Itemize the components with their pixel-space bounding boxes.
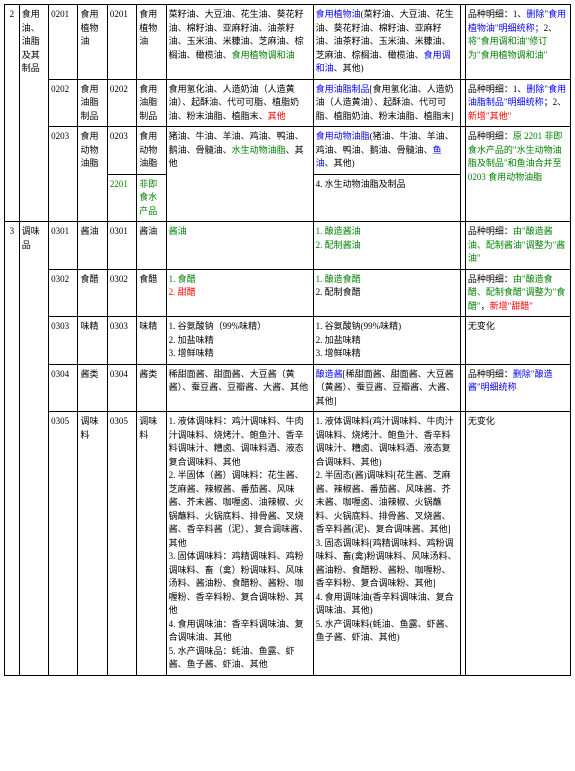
code2: 0305 [107,412,136,676]
code2: 0202 [107,79,136,127]
cell-desc: 食用油脂制品[食用氢化油、人造奶油（人造黄油）、起酥油、代可可脂、植脂奶油、粉末… [313,79,460,127]
table-row: 0304 酱类 0304 酱类 稀甜面酱、甜面酱、大豆酱（黄酱）、蚕豆酱、豆瓣酱… [5,364,571,412]
cell-desc: 酿造酱[稀甜面酱、甜面酱、大豆酱（黄酱）、蚕豆酱、豆瓣酱、大酱、其他] [313,364,460,412]
code2: 0302 [107,269,136,317]
code1: 0304 [49,364,78,412]
cell-desc: 1. 液体调味料：鸡汁调味料、牛肉汁调味料、烧烤汁、鲍鱼汁、香辛料调味汁、糟卤、… [166,412,313,676]
cell-desc: 4. 水生动物油脂及制品 [313,174,460,222]
name2: 调味料 [137,412,166,676]
cat-label: 调味品 [19,222,48,676]
cell-note: 品种明细：删除"酿造酱"明细统称 [465,364,570,412]
cell-desc: 1. 食醋2. 甜醋 [166,269,313,317]
code1: 0201 [49,5,78,80]
code2: 0201 [107,5,136,80]
cell-desc: 菜籽油、大豆油、花生油、葵花籽油、棉籽油、亚麻籽油、油茶籽油、玉米油、米糠油、芝… [166,5,313,80]
code1: 0302 [49,269,78,317]
name1: 食醋 [78,269,107,317]
cell-desc: 1. 酿造酱油2. 配制酱油 [313,222,460,270]
cell-desc: 1. 谷氨酸钠（99%味精） 2. 加盐味精 3. 增鲜味精 [166,317,313,365]
table-row: 3 调味品 0301 酱油 0301 酱油 酱油 1. 酿造酱油2. 配制酱油 … [5,222,571,270]
cell-desc: 酱油 [166,222,313,270]
cell-desc: 稀甜面酱、甜面酱、大豆酱（黄酱）、蚕豆酱、豆瓣酱、大酱、其他 [166,364,313,412]
cell-desc: 猪油、牛油、羊油、鸡油、鸭油、鹅油、骨髓油、水生动物油脂、其他 [166,127,313,222]
code1: 0301 [49,222,78,270]
table-row: 0305 调味料 0305 调味料 1. 液体调味料：鸡汁调味料、牛肉汁调味料、… [5,412,571,676]
cat-num: 2 [5,5,20,222]
name2: 食用植物油 [137,5,166,80]
cell-note: 无变化 [465,412,570,676]
name1: 味精 [78,317,107,365]
code2: 0301 [107,222,136,270]
name1: 酱类 [78,364,107,412]
name1: 食用油脂制品 [78,79,107,127]
name2: 酱油 [137,222,166,270]
table-row: 2 食用油、油脂及其制品 0201 食用植物油 0201 食用植物油 菜籽油、大… [5,5,571,80]
code1: 0305 [49,412,78,676]
code2: 2201 [107,174,136,222]
table-row: 0203 食用动物油脂 0203 食用动物油脂 猪油、牛油、羊油、鸡油、鸭油、鹅… [5,127,571,175]
name2: 食用油脂制品 [137,79,166,127]
cell-desc: 食用氢化油、人造奶油（人造黄油）、起酥油、代可可脂、植脂奶油、粉末油脂、植脂末、… [166,79,313,127]
name2: 非即食水产品 [137,174,166,222]
name1: 调味料 [78,412,107,676]
cell-note: 品种明细：由"酿造食醋、配制食醋"调整为"食醋"，新增"甜醋" [465,269,570,317]
cell-note: 无变化 [465,317,570,365]
name1: 食用植物油 [78,5,107,80]
name1: 酱油 [78,222,107,270]
name2: 食用动物油脂 [137,127,166,175]
cell-note: 品种明细：1、删除"食用油脂制品"明细统称；2、新增"其他" [465,79,570,127]
cell-desc: 食用动物油脂(猪油、牛油、羊油、鸡油、鸭油、鹅油、骨髓油、鱼油、其他) [313,127,460,175]
name1: 食用动物油脂 [78,127,107,222]
cat-label: 食用油、油脂及其制品 [19,5,48,222]
code2: 0303 [107,317,136,365]
name2: 食醋 [137,269,166,317]
code1: 0202 [49,79,78,127]
cell-desc: 1. 酿造食醋2. 配制食醋 [313,269,460,317]
table-row: 0202 食用油脂制品 0202 食用油脂制品 食用氢化油、人造奶油（人造黄油）… [5,79,571,127]
cat-num: 3 [5,222,20,676]
code2: 0304 [107,364,136,412]
cell-note: 品种明细：1、删除"食用植物油"明细统称；2、将"食用调和油"修订为"食用植物调… [465,5,570,80]
cell-desc: 1. 谷氨酸钠(99%味精) 2. 加盐味精 3. 增鲜味精 [313,317,460,365]
cell-desc: 食用植物油(菜籽油、大豆油、花生油、葵花籽油、棉籽油、亚麻籽油、油茶籽油、玉米油… [313,5,460,80]
code1: 0203 [49,127,78,222]
cell-desc: 1. 液体调味料(鸡汁调味料、牛肉汁调味料、烧烤汁、鲍鱼汁、香辛料调味汁、糟卤、… [313,412,460,676]
classification-table: 2 食用油、油脂及其制品 0201 食用植物油 0201 食用植物油 菜籽油、大… [4,4,571,676]
table-row: 0302 食醋 0302 食醋 1. 食醋2. 甜醋 1. 酿造食醋2. 配制食… [5,269,571,317]
table-row: 0303 味精 0303 味精 1. 谷氨酸钠（99%味精） 2. 加盐味精 3… [5,317,571,365]
cell-note: 品种明细：原 2201 非即食水产品的"水生动物油脂及制品"和鱼油合并至 020… [465,127,570,222]
code1: 0303 [49,317,78,365]
name2: 酱类 [137,364,166,412]
code2: 0203 [107,127,136,175]
name2: 味精 [137,317,166,365]
cell-note: 品种明细：由"酿造酱油、配制酱油"调整为"酱油" [465,222,570,270]
